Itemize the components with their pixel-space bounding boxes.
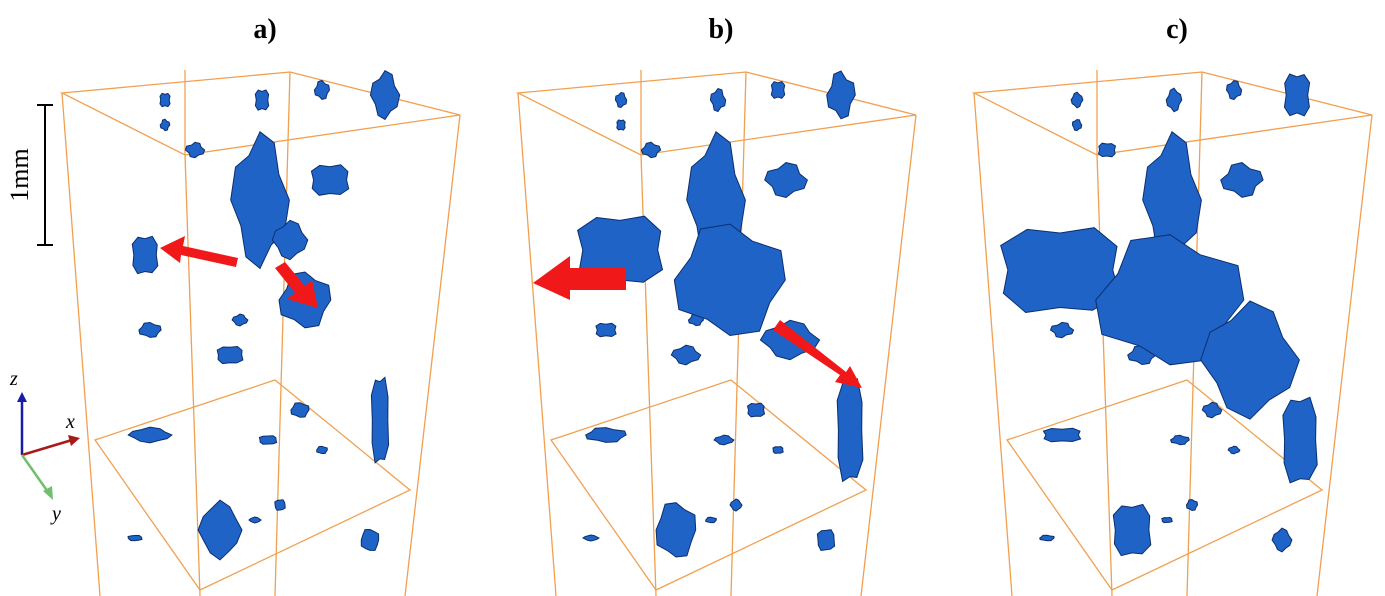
pore — [249, 517, 261, 523]
pore — [1202, 402, 1222, 418]
pore — [1099, 143, 1116, 157]
pore — [139, 323, 161, 338]
pore — [730, 499, 742, 511]
panel: b) — [518, 14, 916, 596]
pore — [1228, 446, 1240, 454]
pore — [1187, 500, 1198, 511]
pore — [255, 90, 268, 110]
pore — [1166, 88, 1182, 112]
scale-bar: 1mm — [5, 105, 53, 245]
pore — [198, 500, 242, 560]
pore — [771, 82, 784, 99]
axis-triad: z x y — [9, 368, 80, 525]
pore — [748, 403, 765, 417]
pore — [656, 503, 696, 557]
pore — [1040, 535, 1054, 540]
pore — [617, 120, 625, 130]
pore — [1171, 435, 1190, 444]
pore — [706, 517, 717, 522]
pore — [128, 427, 172, 443]
pore — [827, 71, 856, 119]
pore — [217, 347, 243, 364]
frame-edge — [1317, 115, 1372, 596]
axis-y: y — [50, 503, 61, 525]
pore — [259, 436, 276, 445]
pore — [817, 530, 834, 551]
pore — [1227, 81, 1242, 100]
pore — [275, 500, 285, 510]
frame-face — [95, 380, 410, 590]
pore — [1071, 92, 1083, 108]
panel-label: c) — [1166, 14, 1188, 45]
pore — [615, 93, 626, 108]
pore — [773, 447, 783, 454]
pore — [1043, 428, 1080, 442]
pore — [128, 535, 142, 540]
panel-label: a) — [253, 14, 276, 45]
panel: a) — [62, 14, 460, 596]
figure: 1mm z x y a) b) c) — [0, 0, 1385, 596]
pore — [1162, 517, 1172, 522]
pore — [160, 119, 170, 131]
pore — [586, 428, 627, 443]
pore — [232, 314, 248, 326]
pore — [710, 89, 725, 112]
pore — [671, 345, 700, 365]
pore — [371, 377, 388, 463]
pore — [1113, 505, 1151, 556]
pore — [1272, 528, 1292, 552]
pore — [765, 163, 808, 198]
pore — [1283, 397, 1317, 483]
pore — [361, 530, 378, 551]
frame-edge — [62, 93, 100, 596]
pore — [1072, 120, 1081, 131]
frame-edge — [1097, 155, 1112, 596]
pore — [596, 323, 616, 336]
panel-label: b) — [709, 14, 734, 45]
pore — [714, 435, 734, 445]
frame-edge — [518, 93, 556, 596]
frame-edge — [974, 93, 1012, 596]
pore — [370, 71, 399, 120]
pore — [583, 535, 599, 541]
arrow — [160, 236, 238, 267]
frame-edge — [861, 115, 916, 596]
frame-face — [551, 380, 866, 590]
pore — [1284, 74, 1309, 116]
frame-face — [1007, 380, 1322, 590]
pore — [317, 446, 328, 453]
pore — [1051, 322, 1074, 337]
panel: c) — [974, 14, 1372, 596]
pore — [1221, 163, 1263, 198]
scale-label: 1mm — [5, 148, 34, 201]
pore — [132, 236, 158, 273]
pore — [641, 142, 660, 158]
pore — [291, 403, 309, 418]
pore — [314, 81, 329, 100]
axis-z: z — [9, 368, 18, 390]
frame-edge — [275, 72, 290, 596]
pore — [837, 379, 863, 482]
pore — [185, 142, 204, 157]
frame-edge — [405, 115, 460, 596]
pore — [160, 93, 170, 106]
axis-x: x — [65, 411, 75, 433]
pore — [311, 165, 348, 196]
